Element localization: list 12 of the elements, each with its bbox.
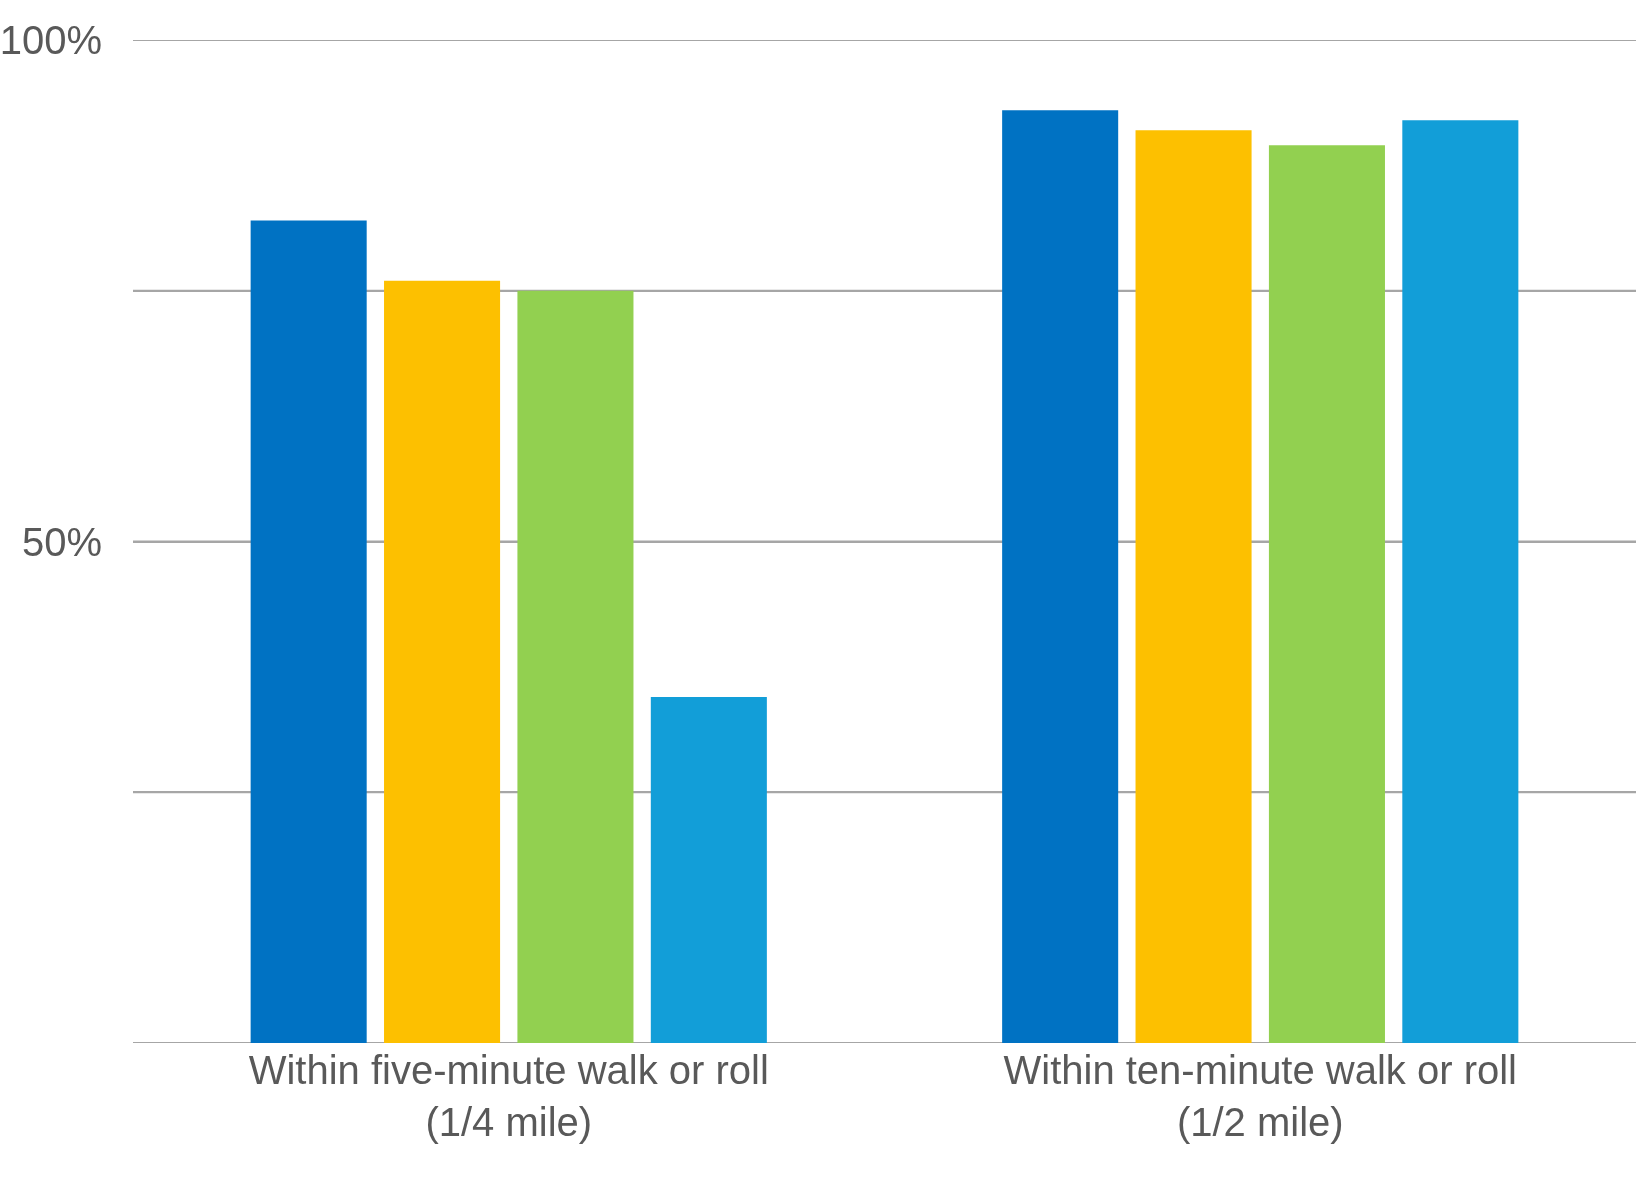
- bar: [250, 220, 367, 1043]
- x-tick-label: Within ten-minute walk or roll (1/2 mile): [1003, 1048, 1517, 1144]
- bar: [384, 280, 501, 1043]
- bar: [1268, 145, 1385, 1043]
- bar: [1402, 120, 1519, 1043]
- x-tick-label: Within five-minute walk or roll (1/4 mile): [248, 1048, 769, 1144]
- bar: [517, 290, 634, 1043]
- y-tick-label: 100%: [0, 18, 102, 62]
- bar: [1002, 110, 1119, 1043]
- bar: [1135, 130, 1252, 1043]
- y-tick-label: 50%: [21, 519, 102, 564]
- bar: [650, 696, 767, 1043]
